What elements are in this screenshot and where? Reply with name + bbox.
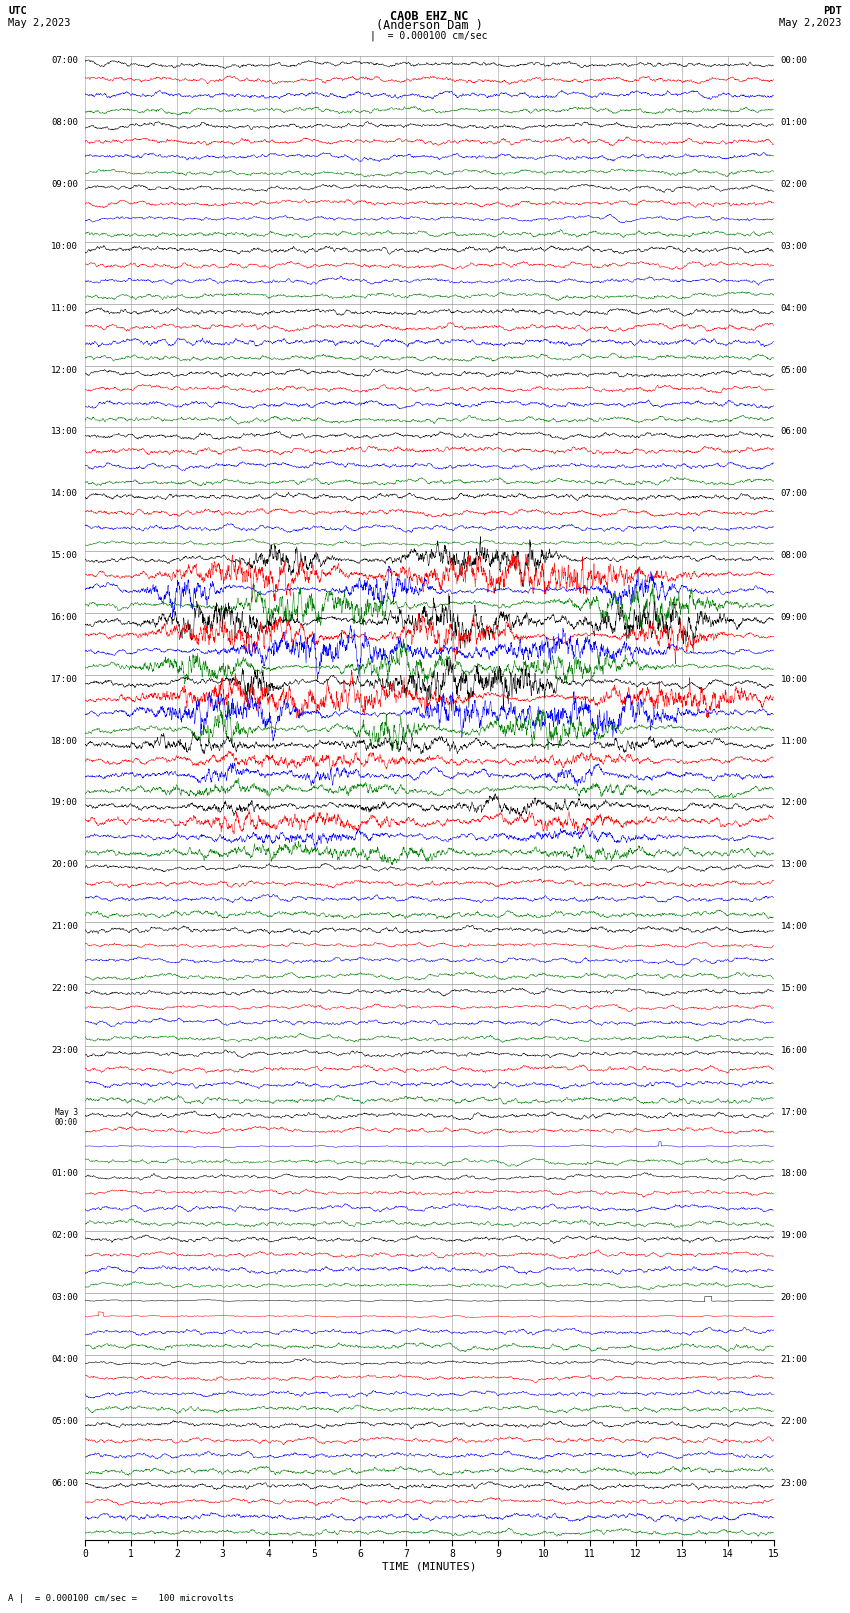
Text: 14:00: 14:00 [51, 489, 78, 498]
Text: 17:00: 17:00 [51, 674, 78, 684]
Text: A |  = 0.000100 cm/sec =    100 microvolts: A | = 0.000100 cm/sec = 100 microvolts [8, 1594, 235, 1603]
Text: 03:00: 03:00 [780, 242, 808, 252]
X-axis label: TIME (MINUTES): TIME (MINUTES) [382, 1561, 477, 1571]
Text: 14:00: 14:00 [780, 923, 808, 931]
Text: 05:00: 05:00 [780, 366, 808, 374]
Text: 09:00: 09:00 [780, 613, 808, 623]
Text: 04:00: 04:00 [51, 1355, 78, 1365]
Text: 12:00: 12:00 [780, 798, 808, 808]
Text: May 3
00:00: May 3 00:00 [55, 1108, 78, 1127]
Text: 21:00: 21:00 [51, 923, 78, 931]
Text: 11:00: 11:00 [780, 737, 808, 745]
Text: 05:00: 05:00 [51, 1416, 78, 1426]
Text: 16:00: 16:00 [780, 1045, 808, 1055]
Text: 18:00: 18:00 [51, 737, 78, 745]
Text: 08:00: 08:00 [780, 552, 808, 560]
Text: 06:00: 06:00 [51, 1479, 78, 1487]
Text: 03:00: 03:00 [51, 1294, 78, 1302]
Text: 23:00: 23:00 [51, 1045, 78, 1055]
Text: May 2,2023: May 2,2023 [779, 18, 842, 27]
Text: 02:00: 02:00 [780, 181, 808, 189]
Text: 22:00: 22:00 [780, 1416, 808, 1426]
Text: 04:00: 04:00 [780, 303, 808, 313]
Text: 08:00: 08:00 [51, 118, 78, 127]
Text: 00:00: 00:00 [780, 56, 808, 66]
Text: PDT: PDT [823, 6, 842, 16]
Text: |  = 0.000100 cm/sec: | = 0.000100 cm/sec [371, 31, 488, 42]
Text: 20:00: 20:00 [51, 860, 78, 869]
Text: 17:00: 17:00 [780, 1108, 808, 1116]
Text: 19:00: 19:00 [780, 1231, 808, 1240]
Text: 10:00: 10:00 [780, 674, 808, 684]
Text: May 2,2023: May 2,2023 [8, 18, 71, 27]
Text: 07:00: 07:00 [51, 56, 78, 66]
Text: 07:00: 07:00 [780, 489, 808, 498]
Text: 06:00: 06:00 [780, 427, 808, 437]
Text: 13:00: 13:00 [780, 860, 808, 869]
Text: UTC: UTC [8, 6, 27, 16]
Text: (Anderson Dam ): (Anderson Dam ) [376, 19, 483, 32]
Text: 10:00: 10:00 [51, 242, 78, 252]
Text: 09:00: 09:00 [51, 181, 78, 189]
Text: 15:00: 15:00 [780, 984, 808, 994]
Text: 16:00: 16:00 [51, 613, 78, 623]
Text: 02:00: 02:00 [51, 1231, 78, 1240]
Text: 13:00: 13:00 [51, 427, 78, 437]
Text: 11:00: 11:00 [51, 303, 78, 313]
Text: 01:00: 01:00 [51, 1169, 78, 1179]
Text: 20:00: 20:00 [780, 1294, 808, 1302]
Text: 23:00: 23:00 [780, 1479, 808, 1487]
Text: 19:00: 19:00 [51, 798, 78, 808]
Text: CAOB EHZ NC: CAOB EHZ NC [390, 10, 468, 23]
Text: 12:00: 12:00 [51, 366, 78, 374]
Text: 18:00: 18:00 [780, 1169, 808, 1179]
Text: 15:00: 15:00 [51, 552, 78, 560]
Text: 21:00: 21:00 [780, 1355, 808, 1365]
Text: 01:00: 01:00 [780, 118, 808, 127]
Text: 22:00: 22:00 [51, 984, 78, 994]
